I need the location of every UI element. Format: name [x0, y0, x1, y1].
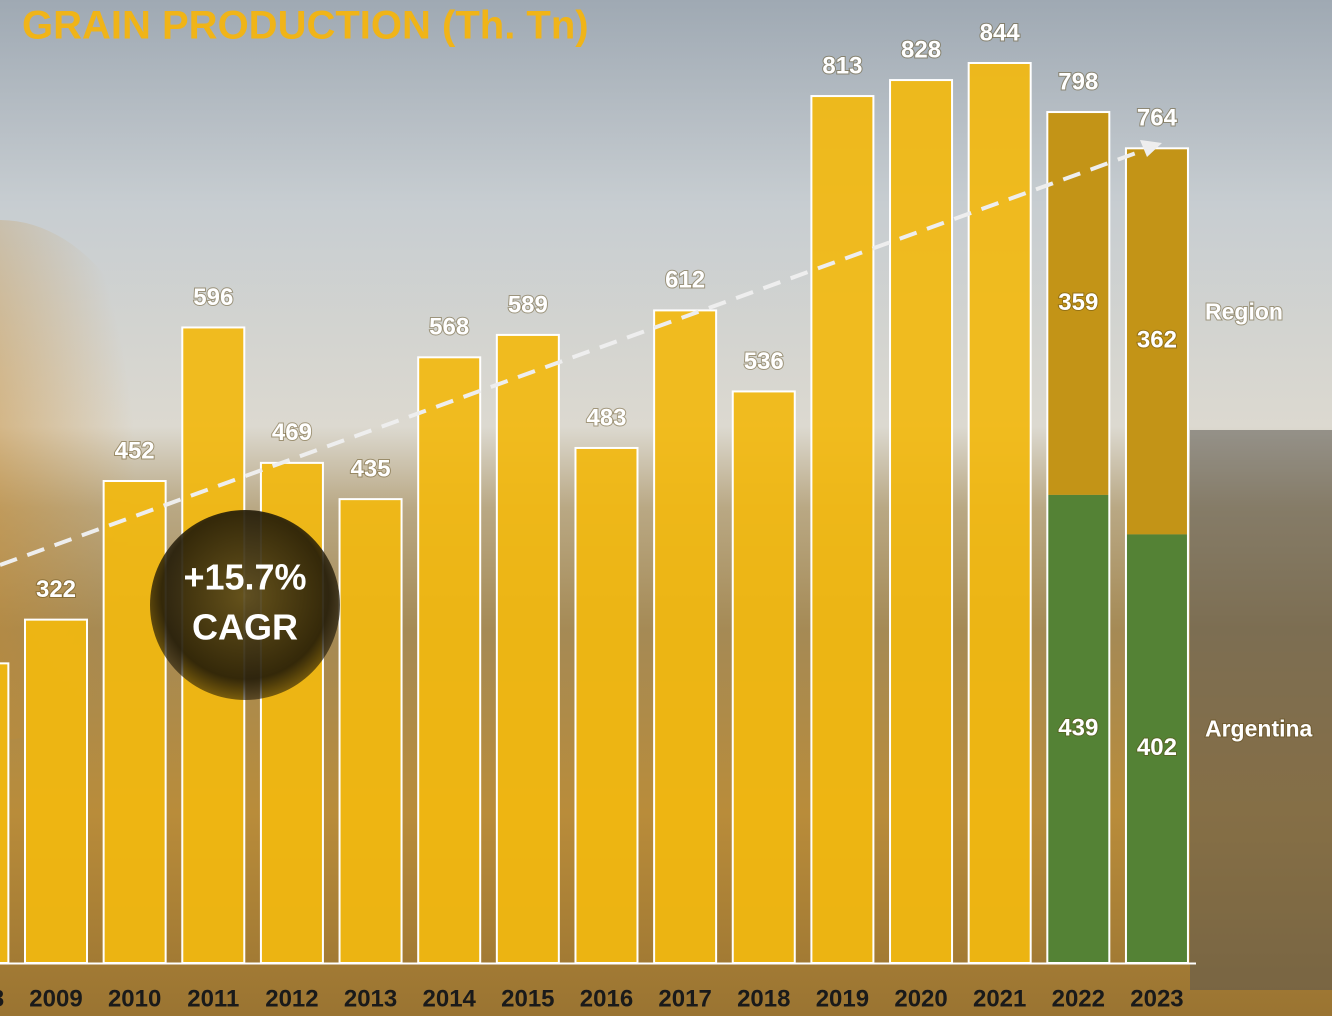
legend-label: Region — [1205, 298, 1283, 324]
bar — [890, 80, 952, 963]
value-label: 483 — [586, 404, 626, 431]
x-tick-label: 2010 — [108, 985, 161, 1012]
x-tick-label: 2016 — [580, 985, 633, 1012]
x-tick-label: 2014 — [423, 985, 477, 1012]
chart-title: GRAIN PRODUCTION (Th. Tn) — [22, 4, 589, 48]
bar — [733, 391, 795, 963]
x-tick-label: 2013 — [344, 985, 397, 1012]
value-label: 596 — [193, 284, 233, 311]
cagr-badge — [150, 510, 340, 700]
x-tick-label: 2012 — [265, 985, 318, 1012]
segment-label: 362 — [1137, 327, 1177, 354]
segment-label: 359 — [1058, 289, 1098, 316]
x-tick-label: 2008 — [0, 985, 4, 1012]
value-label: 469 — [272, 419, 312, 446]
value-label: 435 — [351, 455, 391, 482]
value-label: 828 — [901, 36, 941, 63]
bar — [104, 481, 166, 963]
x-tick-label: 2021 — [973, 985, 1026, 1012]
chart: GRAIN PRODUCTION (Th. Tn) 28132245259646… — [0, 0, 1332, 1016]
bar — [25, 620, 87, 963]
value-label: 452 — [115, 437, 155, 464]
x-tick-label: 2011 — [187, 985, 239, 1012]
x-tick-label: 2018 — [737, 985, 790, 1012]
x-tick-label: 2009 — [29, 985, 82, 1012]
value-label: 764 — [1137, 105, 1178, 132]
value-label: 568 — [429, 314, 469, 341]
cagr-label: CAGR — [192, 607, 298, 648]
bar — [575, 448, 637, 963]
bar — [497, 335, 559, 963]
value-label: 589 — [508, 291, 548, 318]
background-field — [1190, 430, 1332, 990]
bar — [0, 663, 8, 963]
x-tick-label: 2019 — [816, 985, 869, 1012]
x-tick-label: 2022 — [1052, 985, 1105, 1012]
value-label: 322 — [36, 576, 76, 603]
page: GRAIN PRODUCTION (Th. Tn) 28132245259646… — [0, 0, 1332, 1016]
cagr-value: +15.7% — [183, 557, 306, 598]
value-label: 813 — [822, 52, 862, 79]
value-label: 844 — [980, 19, 1021, 46]
x-tick-label: 2017 — [658, 985, 711, 1012]
segment-label: 439 — [1058, 714, 1098, 741]
bar — [340, 499, 402, 963]
bar — [969, 63, 1031, 963]
bar — [811, 96, 873, 963]
x-tick-label: 2020 — [894, 985, 947, 1012]
x-tick-label: 2023 — [1130, 985, 1183, 1012]
bar — [418, 357, 480, 963]
bar — [654, 310, 716, 963]
segment-label: 402 — [1137, 734, 1177, 761]
value-label: 612 — [665, 267, 705, 294]
value-label: 798 — [1058, 68, 1098, 95]
x-tick-label: 2015 — [501, 985, 554, 1012]
legend-label: Argentina — [1205, 716, 1313, 742]
value-label: 536 — [744, 348, 784, 375]
